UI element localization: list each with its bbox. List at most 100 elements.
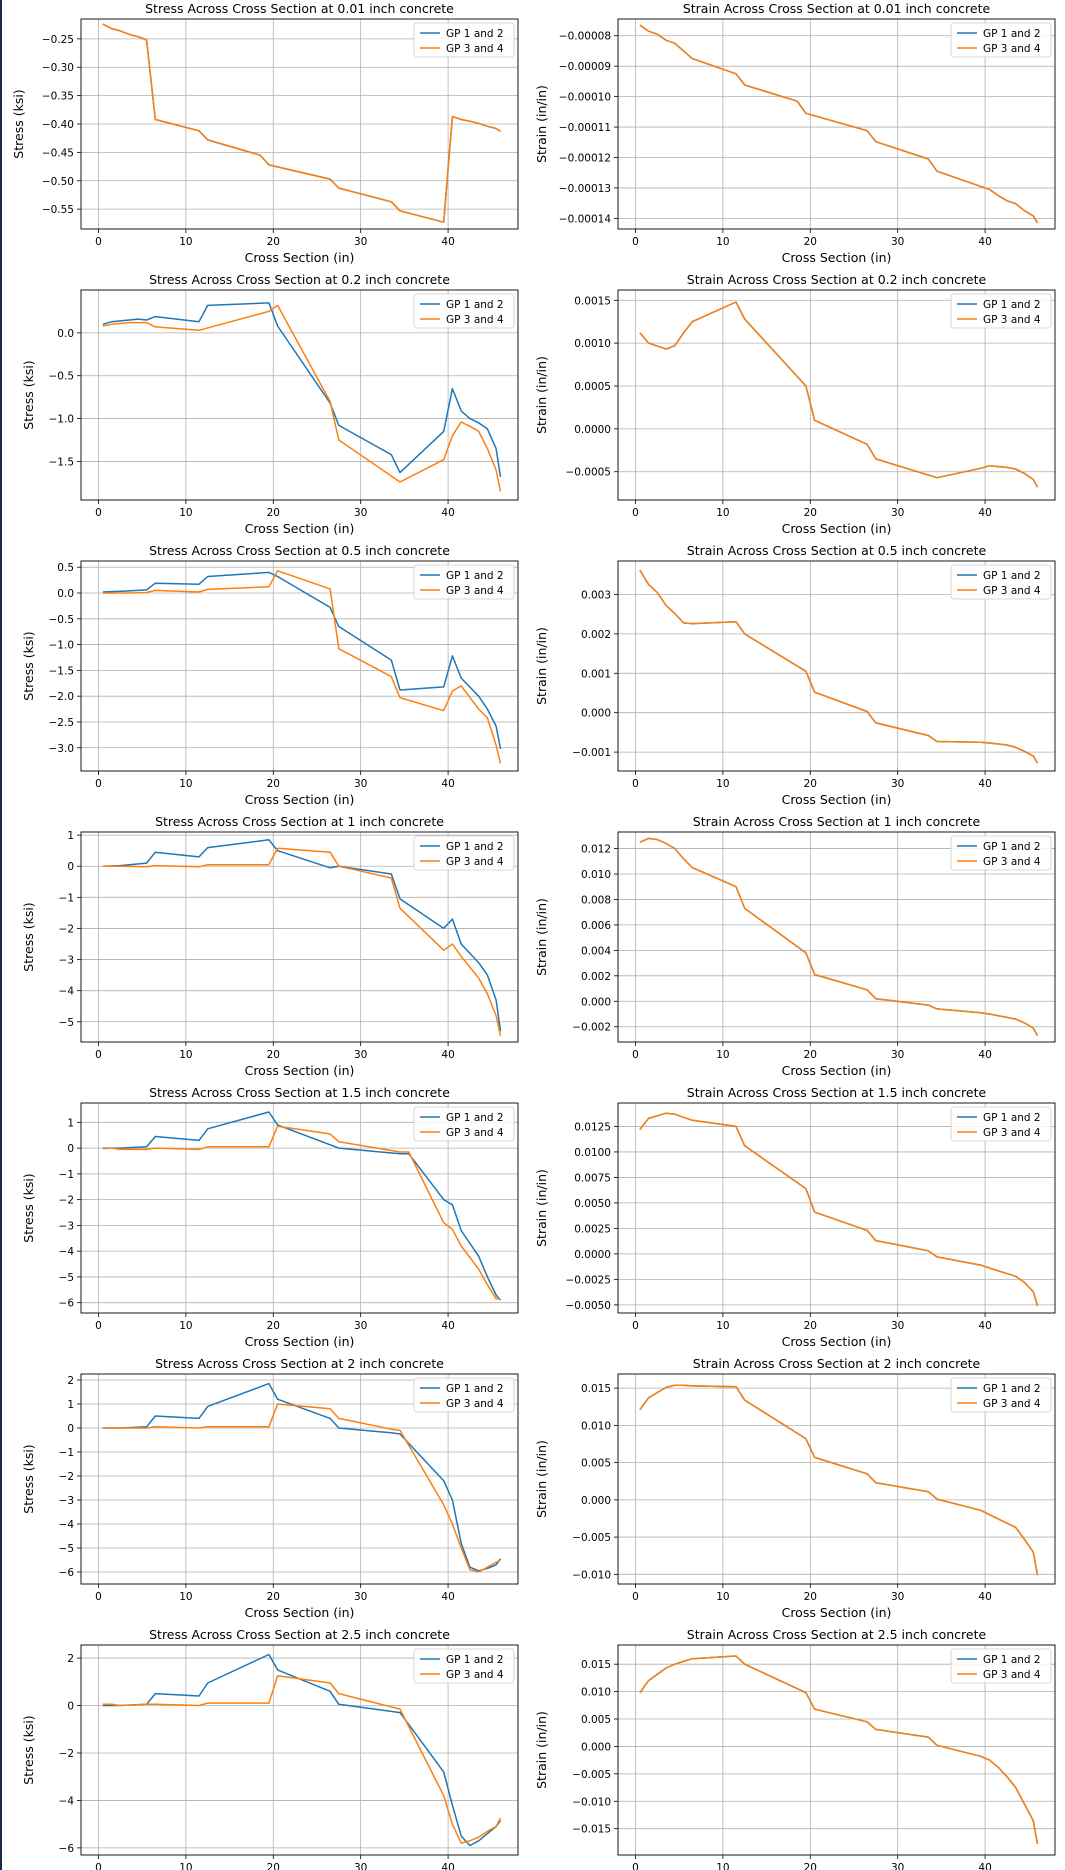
x-tick-label: 10 — [716, 507, 729, 519]
y-tick-label: 0.0000 — [574, 424, 611, 436]
y-tick-label: 0.0000 — [574, 1249, 611, 1261]
series-line-gp-3-and-4 — [102, 1125, 501, 1300]
x-tick-label: 10 — [179, 507, 192, 519]
legend: GP 1 and 2 GP 3 and 4 — [413, 564, 515, 600]
series-line-gp-3-and-4 — [102, 1403, 501, 1573]
x-tick-label: 40 — [978, 236, 991, 248]
x-tick-label: 20 — [804, 1049, 817, 1061]
legend: GP 1 and 2 GP 3 and 4 — [950, 1648, 1052, 1684]
x-tick-label: 30 — [891, 1862, 904, 1870]
legend-label: GP 3 and 4 — [983, 1669, 1041, 1681]
y-tick-label: 0.0010 — [574, 338, 611, 350]
y-tick-label: 0.0100 — [574, 1147, 611, 1159]
x-tick-label: 30 — [354, 1049, 367, 1061]
y-tick-label: −4 — [59, 1795, 75, 1807]
series-line-gp-3-and-4 — [639, 301, 1039, 488]
series-line-gp-3-and-4 — [639, 837, 1039, 1036]
x-tick-label: 40 — [441, 1591, 454, 1603]
axes-frame — [80, 1373, 519, 1585]
y-tick-label: −0.5 — [49, 371, 75, 383]
y-tick-label: 0.015 — [581, 1659, 611, 1671]
chart-title: Strain Across Cross Section at 2 inch co… — [693, 1356, 981, 1371]
x-axis-label: Cross Section (in) — [245, 792, 355, 807]
strain-chart-7: Strain Across Cross Section at 2.5 inch … — [534, 1627, 1056, 1870]
strain-chart-2: Strain Across Cross Section at 0.2 inch … — [534, 272, 1056, 536]
x-axis-label: Cross Section (in) — [782, 1334, 892, 1349]
y-tick-label: −0.0005 — [565, 467, 611, 479]
x-axis-label: Cross Section (in) — [245, 1605, 355, 1620]
legend: GP 1 and 2 GP 3 and 4 — [950, 1377, 1052, 1413]
y-tick-label: −0.40 — [42, 119, 74, 131]
x-tick-label: 10 — [716, 778, 729, 790]
x-tick-label: 10 — [179, 1862, 192, 1870]
legend-label: GP 3 and 4 — [446, 43, 504, 55]
series-line-gp-3-and-4 — [639, 24, 1039, 224]
legend-label: GP 3 and 4 — [446, 1127, 504, 1139]
y-tick-label: −0.010 — [572, 1569, 611, 1581]
x-axis-label: Cross Section (in) — [245, 1063, 355, 1078]
y-axis-label: Strain (in/in) — [534, 1169, 549, 1247]
stress-chart-3: Stress Across Cross Section at 0.5 inch … — [21, 543, 519, 807]
y-tick-label: 0.003 — [581, 589, 611, 601]
legend-label: GP 3 and 4 — [983, 585, 1041, 597]
axes-frame — [617, 1102, 1056, 1314]
x-tick-label: 10 — [179, 778, 192, 790]
series-line-gp-3-and-4 — [102, 847, 502, 1036]
x-tick-label: 10 — [716, 1049, 729, 1061]
legend-label: GP 1 and 2 — [446, 1383, 504, 1395]
y-axis-label: Strain (in/in) — [534, 898, 549, 976]
y-tick-label: 0.005 — [581, 1458, 611, 1470]
y-axis-label: Strain (in/in) — [534, 1440, 549, 1518]
series-line-gp-1-and-2 — [102, 1111, 502, 1301]
y-tick-label: −0.0050 — [565, 1300, 611, 1312]
x-tick-label: 0 — [95, 1320, 102, 1332]
y-tick-label: −4 — [59, 986, 75, 998]
axes-frame — [617, 560, 1056, 772]
series-line-gp-1-and-2 — [639, 1384, 1039, 1576]
x-tick-label: 30 — [891, 1049, 904, 1061]
y-tick-label: 0.000 — [581, 996, 611, 1008]
series-line-gp-3-and-4 — [639, 1655, 1039, 1845]
y-tick-label: −6 — [59, 1843, 75, 1855]
chart-title: Stress Across Cross Section at 2 inch co… — [155, 1356, 444, 1371]
y-tick-label: −1 — [59, 1447, 74, 1459]
y-tick-label: −5 — [59, 1272, 74, 1284]
y-axis-label: Strain (in/in) — [534, 1711, 549, 1789]
x-tick-label: 30 — [354, 1320, 367, 1332]
x-tick-label: 20 — [804, 507, 817, 519]
legend: GP 1 and 2 GP 3 and 4 — [950, 564, 1052, 600]
legend: GP 1 and 2 GP 3 and 4 — [950, 835, 1052, 871]
y-axis-label: Stress (ksi) — [21, 360, 36, 429]
y-tick-label: 1 — [67, 1117, 74, 1129]
y-tick-label: −0.00010 — [559, 92, 611, 104]
y-tick-label: −0.50 — [42, 176, 74, 188]
y-tick-label: 0 — [67, 1701, 74, 1713]
y-tick-label: 0.006 — [581, 920, 611, 932]
chart-title: Strain Across Cross Section at 0.5 inch … — [687, 543, 987, 558]
x-tick-label: 10 — [179, 1049, 192, 1061]
x-tick-label: 20 — [267, 1320, 280, 1332]
y-tick-label: −5 — [59, 1017, 74, 1029]
x-axis-label: Cross Section (in) — [245, 250, 355, 265]
x-tick-label: 30 — [354, 778, 367, 790]
x-tick-label: 20 — [267, 1049, 280, 1061]
x-tick-label: 30 — [354, 1591, 367, 1603]
y-axis-label: Stress (ksi) — [21, 1715, 36, 1784]
x-tick-label: 30 — [891, 1591, 904, 1603]
chart-title: Strain Across Cross Section at 1.5 inch … — [687, 1085, 987, 1100]
x-tick-label: 40 — [441, 1862, 454, 1870]
x-tick-label: 0 — [95, 236, 102, 248]
legend-label: GP 1 and 2 — [446, 1112, 504, 1124]
x-tick-label: 20 — [804, 1320, 817, 1332]
legend: GP 1 and 2 GP 3 and 4 — [413, 22, 515, 58]
legend-label: GP 1 and 2 — [446, 299, 504, 311]
series-line-gp-1-and-2 — [639, 1112, 1039, 1307]
x-tick-label: 40 — [441, 236, 454, 248]
legend-label: GP 1 and 2 — [983, 1112, 1041, 1124]
y-axis-label: Stress (ksi) — [21, 902, 36, 971]
strain-chart-6: Strain Across Cross Section at 2 inch co… — [534, 1356, 1056, 1620]
series-line-gp-1-and-2 — [102, 571, 502, 749]
series-line-gp-3-and-4 — [102, 23, 501, 223]
x-axis-label: Cross Section (in) — [782, 521, 892, 536]
y-tick-label: −0.00013 — [559, 183, 611, 195]
